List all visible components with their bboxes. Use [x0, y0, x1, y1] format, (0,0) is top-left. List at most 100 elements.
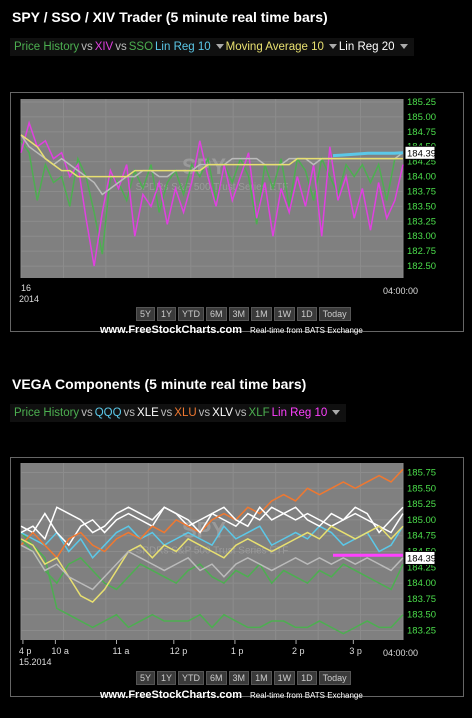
timeframe-button-today[interactable]: Today: [318, 671, 351, 685]
y-tick-label: 185.25: [407, 499, 436, 510]
timeframe-button-6m[interactable]: 6M: [206, 307, 227, 321]
x-tick-label: 11 a: [113, 646, 130, 656]
legend-item-1: vs: [81, 41, 93, 53]
site-credit[interactable]: www.FreeStockCharts.com Real-time from BA…: [100, 324, 363, 336]
series-line-6: [20, 525, 404, 604]
series-line-7: [20, 544, 404, 591]
legend-item-0: Price History: [14, 41, 80, 53]
chart-legend: Price History vs XIV vs SSO Lin Reg 10 Moving …: [10, 38, 414, 56]
y-tick-label: 184.75: [407, 531, 436, 542]
chevron-down-icon[interactable]: [328, 43, 337, 49]
chevron-down-icon[interactable]: [215, 43, 224, 49]
x-date-label: 2014: [19, 294, 39, 304]
timeframe-button-1y[interactable]: 1Y: [157, 671, 177, 685]
y-tick-label: 183.75: [407, 186, 436, 197]
series-line-4: [20, 506, 404, 541]
y-tick-label: 185.00: [407, 515, 436, 526]
chevron-down-icon[interactable]: [399, 43, 408, 49]
x-tick-label: 10 a: [51, 646, 69, 656]
legend-item-6: XLU: [174, 407, 197, 419]
y-tick-label: 184.75: [407, 127, 436, 138]
last-price-label: 184.39: [407, 148, 436, 159]
timeframe-button-1d[interactable]: 1D: [297, 307, 317, 321]
timeframe-button-6m[interactable]: 6M: [206, 671, 227, 685]
timeframe-button-today[interactable]: Today: [318, 307, 351, 321]
timeframe-buttons: 5Y 1Y YTD 6M 3M 1M 1W 1D Today: [136, 307, 351, 321]
chart-title: VEGA Components (5 minute real time bars…: [12, 376, 307, 392]
timeframe-button-1y[interactable]: 1Y: [157, 307, 177, 321]
legend-item-7[interactable]: Lin Reg 20: [338, 41, 395, 53]
timeframe-button-1w[interactable]: 1W: [273, 307, 296, 321]
series-line-3: [20, 468, 404, 560]
legend-item-9: vs: [235, 407, 247, 419]
x-tick-label: 16: [21, 283, 31, 293]
data-source: Real-time from BATS Exchange: [250, 691, 363, 700]
y-tick-label: 183.25: [407, 626, 436, 637]
last-price-label: 184.39: [407, 553, 436, 564]
timeframe-button-5y[interactable]: 5Y: [136, 307, 156, 321]
timeframe-button-ytd[interactable]: YTD: [178, 307, 205, 321]
y-tick-label: 183.25: [407, 216, 436, 227]
x-tick-label: 2 p: [292, 646, 305, 656]
series-line-1: [20, 524, 404, 560]
legend-item-1: vs: [81, 407, 93, 419]
x-tick-label: 1 p: [231, 646, 244, 656]
series-line-0: [20, 140, 404, 255]
series-line-0: [20, 532, 404, 635]
series-line-5: [20, 538, 404, 591]
legend-item-5: vs: [160, 407, 173, 419]
timeframe-button-ytd[interactable]: YTD: [178, 671, 205, 685]
series-line-3: [20, 134, 403, 178]
timeframe-button-3m[interactable]: 3M: [228, 307, 250, 321]
legend-item-4: XLE: [137, 407, 159, 419]
legend-item-0: Price History: [14, 407, 80, 419]
timeframe-button-1w[interactable]: 1W: [273, 671, 296, 685]
legend-item-7: vs: [198, 407, 211, 419]
timeframe-buttons: 5Y 1Y YTD 6M 3M 1M 1W 1D Today: [136, 671, 351, 685]
legend-item-2: QQQ: [94, 407, 122, 419]
x-tick-label: 4 p: [19, 646, 32, 656]
last-price-box: [404, 145, 436, 160]
chevron-down-icon[interactable]: [332, 409, 341, 415]
timeframe-button-1m[interactable]: 1M: [251, 671, 272, 685]
credit-link[interactable]: www.FreeStockCharts.com: [100, 689, 243, 701]
y-tick-label: 183.50: [407, 201, 436, 212]
legend-item-11[interactable]: Lin Reg 10: [271, 407, 328, 419]
last-price-box: [404, 550, 436, 565]
y-tick-label: 182.75: [407, 246, 436, 257]
end-time-label: 04:00:00: [383, 286, 418, 296]
series-line-4: [332, 151, 404, 158]
y-tick-label: 182.50: [407, 261, 436, 272]
legend-item-3: vs: [115, 41, 127, 53]
y-tick-label: 185.25: [407, 97, 436, 108]
site-credit[interactable]: www.FreeStockCharts.com Real-time from BA…: [100, 689, 363, 701]
y-tick-label: 183.50: [407, 610, 436, 621]
x-tick-label: 12 p: [170, 646, 188, 656]
legend-item-2: XIV: [94, 41, 114, 53]
y-tick-label: 184.00: [407, 172, 436, 183]
chart-plot-frame: SPY SPDRs S&P 500 Trust Series ETF 185.25 1…: [10, 92, 464, 332]
series-line-1: [20, 120, 404, 267]
legend-item-5[interactable]: Lin Reg 10: [155, 41, 211, 53]
timeframe-button-1m[interactable]: 1M: [251, 307, 272, 321]
chart-title: SPY / SSO / XIV Trader (5 minute real ti…: [12, 9, 328, 25]
timeframe-button-1d[interactable]: 1D: [297, 671, 317, 685]
credit-link[interactable]: www.FreeStockCharts.com: [100, 324, 243, 336]
legend-item-10: XLF: [248, 407, 270, 419]
y-tick-label: 184.00: [407, 578, 436, 589]
timeframe-button-5y[interactable]: 5Y: [136, 671, 156, 685]
y-tick-label: 183.00: [407, 231, 436, 242]
legend-item-6[interactable]: Moving Average 10: [225, 41, 324, 53]
chart-panel-1: SPY / SSO / XIV Trader (5 minute real ti…: [0, 0, 472, 355]
y-tick-label: 185.75: [407, 467, 436, 478]
watermark-name: SPDRs S&P 500 Trust Series ETF: [136, 182, 289, 193]
x-tick-label: 3 p: [349, 646, 362, 656]
end-time-label: 04:00:00: [383, 648, 418, 658]
timeframe-button-3m[interactable]: 3M: [228, 671, 250, 685]
data-source: Real-time from BATS Exchange: [250, 326, 363, 335]
x-date-label: 15.2014: [19, 657, 52, 667]
y-tick-label: 183.75: [407, 594, 436, 605]
legend-item-3: vs: [123, 407, 136, 419]
